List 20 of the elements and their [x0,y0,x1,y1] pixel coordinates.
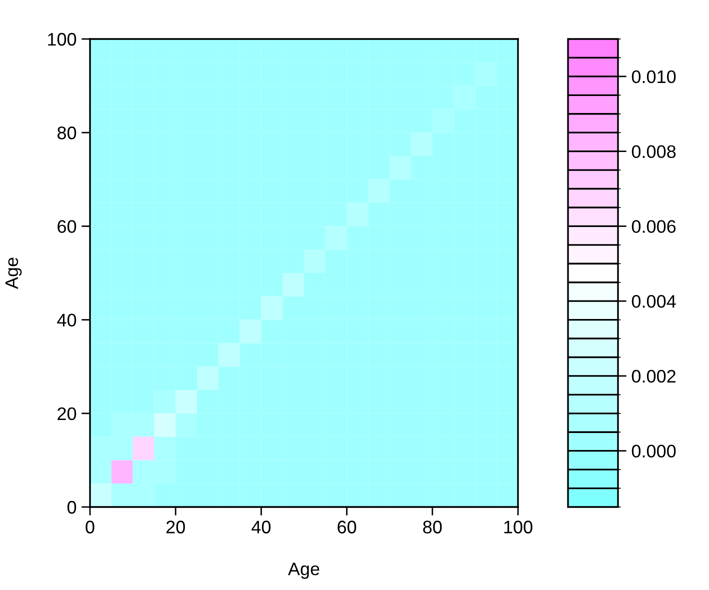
color-bar-label: 0.004 [632,295,676,308]
y-tick-label: 100 [48,32,76,46]
x-tick-label: 60 [338,520,356,534]
color-bar-label: 0.002 [632,370,676,383]
x-tick-label: 20 [166,520,185,534]
color-bar-label: 0.000 [632,444,676,458]
color-bar-label: 0.010 [632,70,676,84]
y-axis-title: Age [6,258,22,290]
color-bar-label: 0.006 [632,220,676,233]
x-tick-label: 80 [423,520,442,534]
color-bar-label: 0.008 [632,145,676,158]
y-tick-label: 20 [58,407,76,420]
x-tick-label: 100 [504,520,532,534]
y-tick-label: 40 [57,314,76,327]
x-tick-label: 0 [86,520,94,534]
x-tick-label: 40 [252,520,271,534]
y-tick-label: 80 [58,126,76,140]
y-tick-label: 60 [58,220,76,233]
x-axis-title: Age [288,562,320,579]
y-tick-label: 0 [67,500,76,514]
